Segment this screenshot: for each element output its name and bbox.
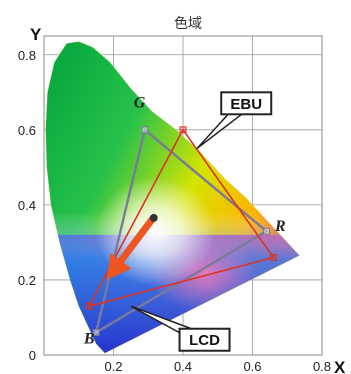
white-point-dot [149,213,158,222]
y-tick-label: 0.6 [18,123,36,138]
y-axis-label: Y [30,25,42,44]
y-tick-label: 0.2 [18,273,36,288]
callout-label-ebu: EBU [230,96,262,113]
x-tick-label: 0.4 [174,359,192,374]
arrow-head [106,252,132,280]
vertex-marker [262,227,270,235]
white-point-arrow [106,213,158,280]
spectral-locus-outline [45,41,300,354]
x-axis-label: X [334,358,346,374]
x-tick-label: 0.2 [104,359,122,374]
callout-box [220,91,273,116]
vertex-marker [141,126,149,134]
gamut-triangles [85,126,277,336]
vertex-labels: G R B [83,94,286,347]
x-tick-label: 0.8 [313,359,331,374]
x-tick-labels: 0.2 0.4 0.6 0.8 [104,359,331,374]
vertex-label-g: G [134,94,146,111]
chart-title: 色域 [174,15,202,32]
callouts: EBU LCD [130,91,273,352]
plot-area [43,35,323,356]
callout-box [178,327,231,352]
vertex-label-b: B [83,331,95,348]
vertex-marker [269,253,277,261]
vertex-marker [85,302,93,310]
axes: 0.2 0.4 0.6 0.8 0 0.2 0.4 0.6 0.8 X Y [18,25,346,374]
gamut-triangle-red [87,128,275,308]
callout-label-lcd: LCD [189,332,220,349]
y-tick-label: 0 [29,348,36,363]
y-tick-labels: 0 0.2 0.4 0.6 0.8 [18,48,36,363]
x-tick-label: 0.6 [243,359,261,374]
vertex-marker [179,126,187,134]
vertex-marker [92,328,100,336]
arrow-shaft [117,216,156,265]
y-tick-label: 0.4 [18,198,36,213]
vertex-label-r: R [274,218,286,235]
y-tick-label: 0.8 [18,48,36,63]
